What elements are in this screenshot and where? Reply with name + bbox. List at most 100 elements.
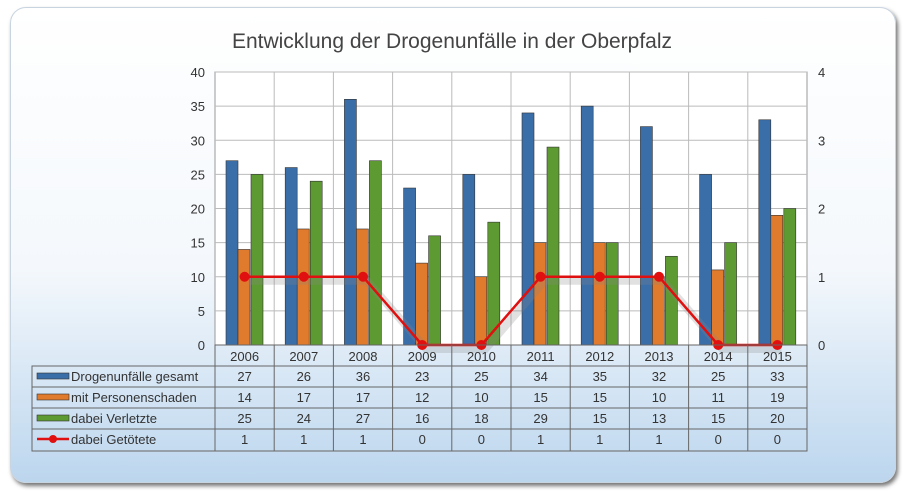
y2-tick-label: 1 (818, 270, 825, 285)
data-label: 0 (715, 432, 722, 447)
data-label: 11 (711, 390, 725, 405)
x-tick-label: 2014 (704, 349, 733, 364)
y2-tick-label: 3 (818, 133, 825, 148)
line-point (594, 271, 605, 282)
legend-label: mit Personenschaden (71, 390, 197, 405)
data-label: 14 (237, 390, 251, 405)
data-label: 1 (241, 432, 248, 447)
bar-mit-personenschaden (474, 276, 488, 346)
legend-label: dabei Verletzte (71, 411, 157, 426)
y-tick-label: 10 (191, 270, 205, 285)
data-label: 16 (415, 411, 429, 426)
y-tick-label: 35 (191, 99, 205, 114)
data-label: 10 (652, 390, 666, 405)
bar-dabei-verletzte (250, 174, 264, 346)
y-tick-label: 5 (198, 304, 205, 319)
y-tick-label: 30 (191, 133, 205, 148)
x-tick-label: 2010 (467, 349, 496, 364)
x-tick-label: 2012 (585, 349, 614, 364)
y2-tick-label: 4 (818, 65, 825, 80)
data-label: 0 (419, 432, 426, 447)
bar-dabei-verletzte (428, 235, 441, 346)
data-label: 32 (652, 369, 666, 384)
bar-drogenunfälle-gesamt (344, 99, 357, 346)
bar-mit-personenschaden (237, 249, 251, 346)
line-point (535, 271, 546, 282)
y-tick-label: 0 (198, 338, 205, 353)
data-label: 29 (533, 411, 547, 426)
y-tick-label: 15 (191, 236, 205, 251)
data-label: 24 (297, 411, 311, 426)
line-point (298, 271, 309, 282)
x-tick-label: 2007 (289, 349, 318, 364)
data-label: 25 (474, 369, 488, 384)
data-label: 18 (474, 411, 488, 426)
bar-mit-personenschaden (770, 215, 784, 346)
data-label: 33 (770, 369, 784, 384)
data-label: 25 (711, 369, 725, 384)
y-tick-label: 40 (191, 65, 205, 80)
bar-drogenunfälle-gesamt (758, 119, 772, 346)
data-label: 15 (593, 411, 607, 426)
data-label: 27 (237, 369, 251, 384)
data-label: 19 (770, 390, 784, 405)
x-tick-label: 2011 (527, 349, 555, 364)
data-label: 1 (359, 432, 366, 447)
line-point (239, 271, 250, 282)
x-tick-label: 2013 (645, 349, 674, 364)
data-label: 15 (711, 411, 725, 426)
data-label: 23 (415, 369, 429, 384)
bar-dabei-verletzte (724, 242, 737, 346)
bar-dabei-verletzte (309, 180, 323, 346)
data-label: 17 (356, 390, 370, 405)
data-label: 1 (300, 432, 307, 447)
line-point (358, 271, 368, 282)
data-label: 10 (474, 390, 488, 405)
x-tick-label: 2008 (349, 349, 378, 364)
x-tick-label: 2015 (763, 349, 792, 364)
legend-key (36, 393, 70, 401)
x-tick-label: 2009 (408, 349, 437, 364)
data-label: 17 (297, 390, 311, 405)
bar-drogenunfälle-gesamt (225, 160, 239, 346)
data-label: 13 (652, 411, 666, 426)
bar-dabei-verletzte (605, 242, 619, 346)
bar-drogenunfälle-gesamt (640, 126, 653, 346)
legend-label: dabei Getötete (71, 432, 156, 447)
x-tick-label: 2006 (230, 349, 259, 364)
data-label: 0 (774, 432, 781, 447)
data-label: 1 (537, 432, 544, 447)
chart-title: Entwicklung der Drogenunfälle in der Obe… (231, 30, 673, 53)
bar-dabei-verletzte (546, 146, 560, 346)
bar-mit-personenschaden (415, 262, 428, 346)
bar-dabei-verletzte (783, 208, 797, 346)
y-tick-label: 25 (191, 167, 205, 182)
y2-tick-label: 0 (818, 338, 825, 353)
data-label: 25 (237, 411, 251, 426)
legend-key-marker (49, 435, 57, 443)
data-label: 0 (478, 432, 485, 447)
bar-mit-personenschaden (592, 242, 606, 346)
legend-label: Drogenunfälle gesamt (71, 369, 199, 384)
bar-dabei-verletzte (369, 160, 382, 346)
data-label: 15 (533, 390, 547, 405)
bar-mit-personenschaden (356, 228, 369, 346)
data-label: 26 (297, 369, 311, 384)
line-dabei-getoetete (244, 275, 778, 347)
data-label: 20 (770, 411, 784, 426)
data-label: 15 (593, 390, 607, 405)
data-label: 35 (593, 369, 607, 384)
bar-drogenunfälle-gesamt (462, 174, 476, 346)
data-label: 27 (356, 411, 370, 426)
legend-key (36, 372, 70, 380)
line-point (654, 271, 664, 282)
y2-tick-label: 2 (818, 202, 825, 217)
legend-key (36, 414, 70, 422)
bar-drogenunfälle-gesamt (284, 167, 298, 346)
bar-drogenunfälle-gesamt (580, 105, 594, 346)
bar-mit-personenschaden (296, 228, 310, 346)
data-label: 1 (596, 432, 603, 447)
data-label: 1 (655, 432, 662, 447)
data-label: 34 (533, 369, 547, 384)
